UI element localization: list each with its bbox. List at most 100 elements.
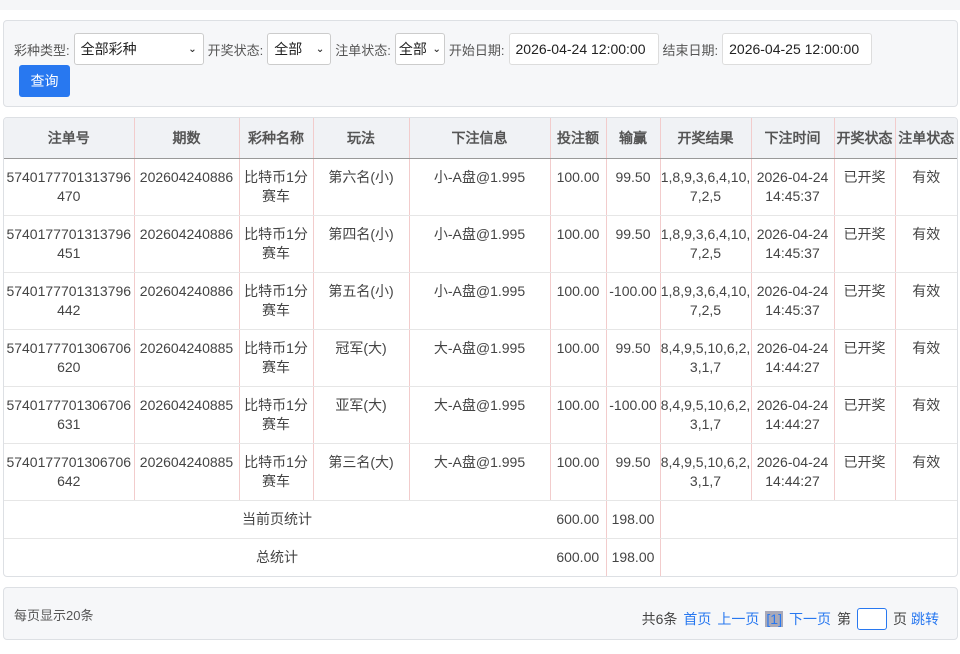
table-row: 5740177701306706620 202604240885 比特币1分赛车 冠军… (4, 329, 957, 387)
first-page-link[interactable]: 首页 (683, 611, 712, 627)
bet-table: 注单号 期数 彩种名称 玩法 下注信息 投注额 输赢 开奖结果 下注时间 开奖状态 注单状态 574… (4, 118, 957, 576)
cell-order-status: 有效 (895, 215, 957, 273)
table-row: 5740177701313796451 202604240886 比特币1分赛车 第四… (4, 215, 957, 273)
cell-draw-result: 1,8,9,3,6,4,10,7,2,5 (660, 215, 752, 273)
header-period: 期数 (134, 118, 240, 159)
start-date-input[interactable]: 2026-04-24 12:00:00 (508, 33, 659, 65)
cell-play-type: 亚军(大) (313, 386, 410, 444)
cell-play-type: 冠军(大) (313, 329, 410, 387)
cell-bet-amount: 100.00 (550, 272, 607, 330)
cell-bet-time: 2026-04-24 14:44:27 (751, 443, 835, 501)
lottery-type-label: 彩种类型: (14, 42, 70, 58)
table-row: 5740177701306706631 202604240885 比特币1分赛车 亚军… (4, 386, 957, 444)
header-play-type: 玩法 (313, 118, 410, 159)
cell-order-no: 5740177701313796451 (4, 215, 135, 273)
draw-status-label: 开奖状态: (207, 42, 264, 58)
cell-win-loss: -100.00 (606, 386, 661, 444)
bet-table-container: 注单号 期数 彩种名称 玩法 下注信息 投注额 输赢 开奖结果 下注时间 开奖状态 注单状态 574… (3, 117, 958, 577)
cell-bet-info: 大-A盘@1.995 (409, 329, 551, 387)
summary-empty (660, 500, 957, 539)
total-summary-row: 总统计 600.00 198.00 (4, 538, 957, 576)
cell-order-status: 有效 (895, 386, 957, 444)
table-row: 5740177701306706642 202604240885 比特币1分赛车 第三… (4, 443, 957, 501)
cell-bet-info: 小-A盘@1.995 (409, 272, 551, 330)
header-bet-time: 下注时间 (751, 118, 835, 159)
cell-period: 202604240885 (134, 329, 240, 387)
filter-panel: 彩种类型: 全部彩种 ⌄ 开奖状态: 全部 ⌄ 注单状态: 全部 ⌄ 开始日期: 20… (3, 20, 958, 107)
cell-bet-amount: 100.00 (550, 443, 607, 501)
cell-bet-amount: 100.00 (550, 329, 607, 387)
cell-play-type: 第三名(大) (313, 443, 410, 501)
table-row: 5740177701313796442 202604240886 比特币1分赛车 第五… (4, 272, 957, 330)
next-page-link[interactable]: 下一页 (789, 611, 831, 627)
cell-order-no: 5740177701306706642 (4, 443, 135, 501)
jump-link[interactable]: 跳转 (911, 611, 939, 627)
cell-bet-info: 小-A盘@1.995 (409, 158, 551, 216)
lottery-type-value: 全部彩种 (80, 41, 137, 57)
cell-bet-time: 2026-04-24 14:45:37 (751, 272, 835, 330)
cell-order-no: 5740177701313796442 (4, 272, 135, 330)
lottery-type-select[interactable]: 全部彩种 ⌄ (73, 33, 204, 65)
cell-lottery-name: 比特币1分赛车 (239, 158, 314, 216)
cell-order-no: 5740177701306706620 (4, 329, 135, 387)
draw-status-value: 全部 (274, 41, 303, 57)
cell-period: 202604240886 (134, 158, 240, 216)
cell-bet-time: 2026-04-24 14:45:37 (751, 158, 835, 216)
summary-bet-amount: 600.00 (550, 500, 607, 539)
query-button[interactable]: 查询 (19, 65, 70, 97)
header-order-status: 注单状态 (895, 118, 957, 159)
cell-order-status: 有效 (895, 443, 957, 501)
cell-draw-status: 已开奖 (834, 158, 896, 216)
cell-play-type: 第五名(小) (313, 272, 410, 330)
summary-label: 当前页统计 (4, 500, 550, 539)
header-win-loss: 输赢 (606, 118, 661, 159)
cell-lottery-name: 比特币1分赛车 (239, 272, 314, 330)
cell-win-loss: 99.50 (606, 158, 661, 216)
page-suffix: 页 (893, 611, 907, 627)
cell-bet-info: 小-A盘@1.995 (409, 215, 551, 273)
header-bet-amount: 投注额 (550, 118, 607, 159)
cell-period: 202604240886 (134, 215, 240, 273)
end-date-input[interactable]: 2026-04-25 12:00:00 (722, 33, 873, 65)
cell-lottery-name: 比特币1分赛车 (239, 329, 314, 387)
header-lottery-name: 彩种名称 (239, 118, 314, 159)
chevron-down-icon: ⌄ (432, 43, 441, 55)
cell-draw-status: 已开奖 (834, 215, 896, 273)
cell-play-type: 第四名(小) (313, 215, 410, 273)
chevron-down-icon: ⌄ (315, 43, 325, 55)
cell-lottery-name: 比特币1分赛车 (239, 215, 314, 273)
page-number-input[interactable] (857, 608, 887, 630)
summary-win-loss: 198.00 (606, 500, 661, 539)
cell-bet-time: 2026-04-24 14:44:27 (751, 329, 835, 387)
table-row: 5740177701313796470 202604240886 比特币1分赛车 第六… (4, 158, 957, 216)
cell-lottery-name: 比特币1分赛车 (239, 386, 314, 444)
header-draw-result: 开奖结果 (660, 118, 752, 159)
order-status-select[interactable]: 全部 ⌄ (394, 33, 445, 65)
cell-period: 202604240885 (134, 386, 240, 444)
cell-draw-status: 已开奖 (834, 443, 896, 501)
start-date-label: 开始日期: (448, 42, 505, 58)
cell-draw-status: 已开奖 (834, 272, 896, 330)
cell-bet-time: 2026-04-24 14:44:27 (751, 386, 835, 444)
order-status-value: 全部 (398, 41, 427, 57)
top-bar (0, 0, 960, 10)
cell-bet-info: 大-A盘@1.995 (409, 386, 551, 444)
prev-page-link[interactable]: 上一页 (717, 611, 760, 627)
cell-draw-result: 8,4,9,5,10,6,2,3,1,7 (660, 443, 752, 501)
cell-order-status: 有效 (895, 329, 957, 387)
summary-win-loss: 198.00 (606, 538, 661, 576)
summary-label: 总统计 (256, 548, 298, 565)
table-header-row: 注单号 期数 彩种名称 玩法 下注信息 投注额 输赢 开奖结果 下注时间 开奖状态 注单状态 (4, 118, 957, 159)
header-order-no: 注单号 (4, 118, 135, 159)
cell-bet-time: 2026-04-24 14:45:37 (751, 215, 835, 273)
cell-bet-amount: 100.00 (550, 158, 607, 216)
chevron-down-icon: ⌄ (188, 43, 197, 55)
draw-status-select[interactable]: 全部 ⌄ (267, 33, 332, 65)
page-prefix: 第 (837, 611, 851, 627)
cell-draw-result: 1,8,9,3,6,4,10,7,2,5 (660, 158, 752, 216)
pagination-bar: 每页显示20条 共6条 首页 上一页 [1] 下一页 第 页 跳转 (3, 587, 958, 640)
cell-win-loss: 99.50 (606, 443, 661, 501)
current-page[interactable]: [1] (765, 611, 783, 627)
cell-period: 202604240885 (134, 443, 240, 501)
order-status-label: 注单状态: (335, 42, 391, 58)
